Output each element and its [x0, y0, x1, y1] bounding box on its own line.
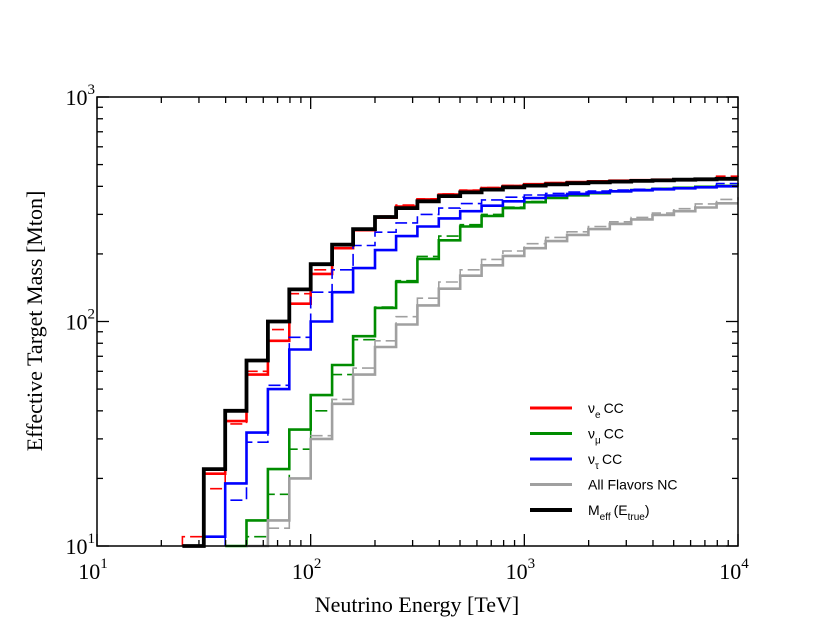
tick-base: 10	[66, 534, 88, 559]
series-4	[182, 176, 738, 548]
legend-text: CC	[604, 400, 624, 416]
tick-base: 10	[78, 559, 100, 584]
legend-item: νe CC	[530, 400, 624, 421]
x-tick-label: 104	[719, 556, 749, 584]
legend-label: All Flavors NC	[588, 477, 677, 493]
legend-subscript: eff	[600, 512, 611, 523]
series-line	[246, 202, 738, 548]
tick-base: 10	[66, 85, 88, 110]
legend-item: Meff (Etrue)	[530, 502, 650, 523]
x-axis-label: Neutrino Energy [TeV]	[315, 592, 520, 617]
y-tick-label: 102	[66, 307, 96, 335]
legend-subscript: e	[595, 410, 601, 421]
legend-text: )	[645, 502, 650, 518]
legend-item: ντ CC	[530, 451, 622, 472]
legend-symbol: ν	[588, 426, 595, 442]
legend-label: νe CC	[588, 400, 624, 421]
legend-text: (E	[614, 502, 628, 518]
legend-subscript: true	[628, 512, 646, 523]
legend-text: CC	[604, 426, 624, 442]
legend-symbol: ν	[588, 400, 595, 416]
tick-base: 10	[506, 559, 528, 584]
legend-label: νμ CC	[588, 426, 624, 447]
tick-base: 10	[66, 310, 88, 335]
legend-label: Meff (Etrue)	[588, 502, 650, 523]
legend-subscript: τ	[595, 461, 599, 472]
tick-exponent: 2	[88, 307, 96, 323]
series-2	[202, 182, 739, 546]
x-tick-label: 103	[506, 556, 536, 584]
legend-subscript: μ	[595, 436, 601, 447]
series-3	[246, 197, 739, 548]
tick-exponent: 3	[88, 82, 96, 98]
tick-base: 10	[719, 559, 741, 584]
legend-label: ντ CC	[588, 451, 622, 472]
y-axis-label: Effective Target Mass [Mton]	[22, 191, 47, 452]
tick-exponent: 4	[741, 556, 749, 572]
y-tick-label: 103	[66, 82, 96, 110]
y-tick-label: 101	[66, 531, 96, 559]
tick-base: 10	[292, 559, 314, 584]
series-layer	[181, 175, 739, 548]
legend-text: All Flavors NC	[588, 477, 677, 493]
legend-item: All Flavors NC	[530, 477, 677, 493]
tick-exponent: 3	[528, 556, 536, 572]
legend-text: CC	[602, 451, 622, 467]
x-tick-label: 101	[78, 556, 108, 584]
tick-exponent: 1	[100, 556, 108, 572]
series-line-dashed	[267, 197, 739, 546]
x-tick-label: 102	[292, 556, 322, 584]
series-line	[182, 176, 738, 548]
series-line	[202, 185, 738, 546]
legend-symbol: ν	[588, 451, 595, 467]
tick-exponent: 1	[88, 531, 96, 547]
legend-item: νμ CC	[530, 426, 624, 447]
tick-exponent: 2	[314, 556, 322, 572]
legend-symbol: M	[588, 502, 600, 518]
tick-layer	[96, 96, 739, 547]
